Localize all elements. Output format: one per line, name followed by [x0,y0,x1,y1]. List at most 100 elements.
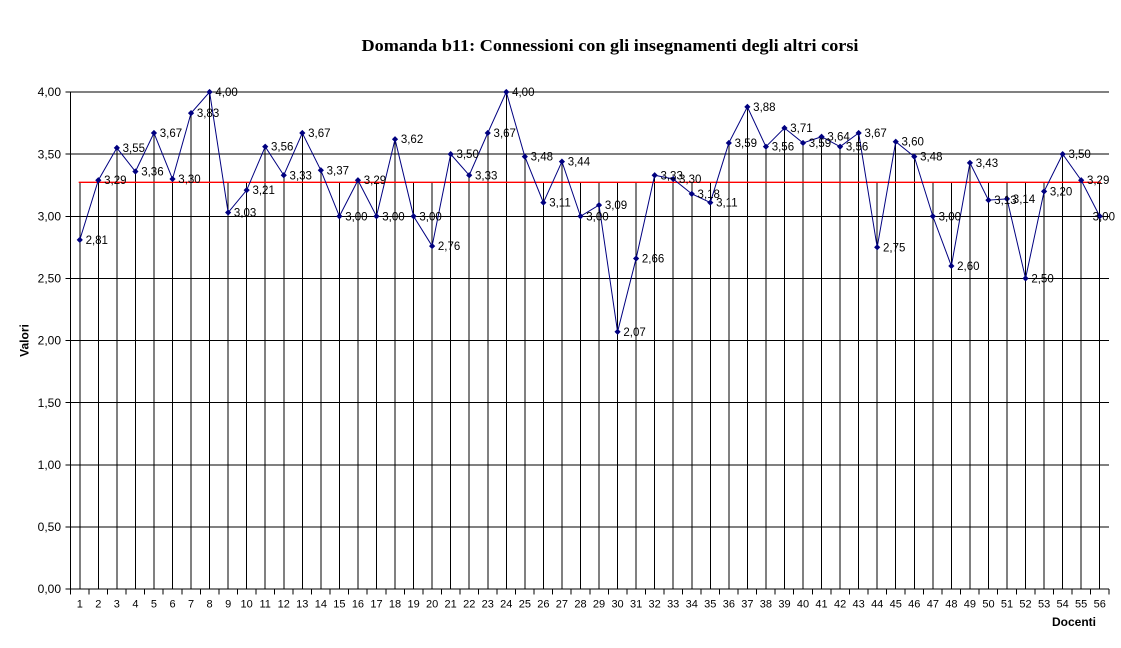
svg-text:48: 48 [945,599,957,611]
svg-text:3,11: 3,11 [549,198,571,210]
svg-text:23: 23 [482,599,494,611]
svg-text:13: 13 [296,599,308,611]
svg-text:4,00: 4,00 [215,87,237,99]
svg-text:3,21: 3,21 [252,185,274,197]
svg-text:26: 26 [537,599,549,611]
svg-text:36: 36 [723,599,735,611]
svg-text:29: 29 [593,599,605,611]
svg-text:3,67: 3,67 [494,128,516,140]
svg-text:19: 19 [407,599,419,611]
svg-text:42: 42 [834,599,846,611]
svg-text:2: 2 [95,599,101,611]
svg-text:47: 47 [927,599,939,611]
svg-text:3,29: 3,29 [1087,175,1109,187]
svg-text:3,37: 3,37 [327,165,349,177]
svg-text:3,67: 3,67 [864,128,886,140]
svg-text:3,00: 3,00 [586,211,608,223]
svg-text:3,20: 3,20 [1050,186,1072,198]
svg-text:18: 18 [389,599,401,611]
svg-text:25: 25 [519,599,531,611]
svg-text:28: 28 [574,599,586,611]
svg-text:32: 32 [649,599,661,611]
svg-text:4,00: 4,00 [512,87,534,99]
svg-text:22: 22 [463,599,475,611]
svg-text:Docenti: Docenti [1052,615,1096,629]
svg-text:3,50: 3,50 [1068,149,1090,161]
svg-text:3,62: 3,62 [401,134,423,146]
svg-text:54: 54 [1057,599,1069,611]
svg-text:3,50: 3,50 [456,149,478,161]
svg-text:14: 14 [315,599,327,611]
svg-text:2,50: 2,50 [38,272,62,286]
svg-text:20: 20 [426,599,438,611]
svg-text:3,60: 3,60 [902,137,924,149]
svg-text:2,50: 2,50 [1031,273,1053,285]
svg-text:34: 34 [686,599,698,611]
svg-text:37: 37 [741,599,753,611]
svg-text:3,44: 3,44 [568,157,591,169]
svg-text:44: 44 [871,599,883,611]
svg-text:3,88: 3,88 [753,102,775,114]
svg-text:Valori: Valori [18,324,32,357]
svg-text:1: 1 [77,599,83,611]
svg-text:3,30: 3,30 [679,174,701,186]
svg-text:15: 15 [333,599,345,611]
svg-text:7: 7 [188,599,194,611]
svg-text:3,55: 3,55 [123,143,145,155]
svg-text:16: 16 [352,599,364,611]
svg-text:3,18: 3,18 [698,189,720,201]
svg-text:45: 45 [890,599,902,611]
svg-text:3,64: 3,64 [827,132,850,144]
svg-text:3,56: 3,56 [772,142,794,154]
svg-text:30: 30 [611,599,623,611]
svg-text:2,75: 2,75 [883,242,905,254]
svg-text:40: 40 [797,599,809,611]
svg-text:38: 38 [760,599,772,611]
svg-text:12: 12 [278,599,290,611]
svg-text:46: 46 [908,599,920,611]
svg-text:3,29: 3,29 [364,175,386,187]
svg-text:41: 41 [815,599,827,611]
svg-text:2,76: 2,76 [438,241,460,253]
svg-text:3,71: 3,71 [790,123,812,135]
svg-text:3,00: 3,00 [382,211,404,223]
svg-text:2,66: 2,66 [642,254,664,266]
svg-text:49: 49 [964,599,976,611]
svg-text:10: 10 [241,599,253,611]
svg-text:3,56: 3,56 [271,142,293,154]
svg-text:3,59: 3,59 [809,138,831,150]
svg-text:3,13: 3,13 [994,195,1016,207]
svg-text:21: 21 [445,599,457,611]
svg-text:2,07: 2,07 [623,327,645,339]
svg-text:Domanda b11: Connessioni con g: Domanda b11: Connessioni con gli insegna… [362,36,859,55]
svg-text:27: 27 [556,599,568,611]
svg-text:53: 53 [1038,599,1050,611]
svg-text:4,00: 4,00 [38,85,62,99]
svg-text:9: 9 [225,599,231,611]
svg-text:3,59: 3,59 [735,138,757,150]
svg-text:2,81: 2,81 [86,235,108,247]
svg-text:3,67: 3,67 [308,128,330,140]
svg-text:6: 6 [169,599,175,611]
svg-text:3,00: 3,00 [38,209,62,223]
svg-text:3,43: 3,43 [976,158,998,170]
svg-text:3,67: 3,67 [160,128,182,140]
svg-text:56: 56 [1094,599,1106,611]
svg-text:31: 31 [630,599,642,611]
svg-text:17: 17 [370,599,382,611]
svg-text:50: 50 [982,599,994,611]
svg-text:3,33: 3,33 [290,170,312,182]
svg-text:35: 35 [704,599,716,611]
svg-text:3,50: 3,50 [38,147,62,161]
svg-text:3,00: 3,00 [345,211,367,223]
svg-text:3,83: 3,83 [197,108,219,120]
svg-text:3,48: 3,48 [920,152,942,164]
svg-text:2,00: 2,00 [38,334,62,348]
svg-text:3,14: 3,14 [1013,194,1036,206]
svg-text:2,60: 2,60 [957,261,979,273]
svg-text:0,00: 0,00 [38,582,62,596]
svg-text:3,03: 3,03 [234,208,256,220]
svg-text:52: 52 [1019,599,1031,611]
svg-text:3,33: 3,33 [660,170,682,182]
svg-text:3: 3 [114,599,120,611]
